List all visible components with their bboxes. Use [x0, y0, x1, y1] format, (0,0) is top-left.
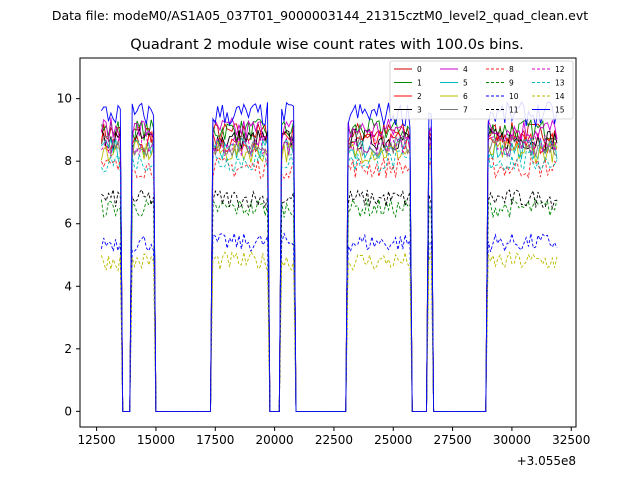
legend-box — [389, 60, 574, 120]
x-tick-label: 25000 — [374, 433, 412, 447]
axes: 12500 15000 17500 20000 22500 25000 27500 30000… — [57, 57, 590, 468]
legend-label-10: 10 — [509, 92, 519, 101]
x-tick-label: 22500 — [315, 433, 353, 447]
x-tick-label: 32500 — [552, 433, 590, 447]
legend-label-0: 0 — [417, 65, 422, 74]
legend-label-2: 2 — [417, 92, 422, 101]
legend-label-13: 13 — [555, 78, 565, 87]
legend-label-1: 1 — [417, 78, 422, 87]
legend-label-11: 11 — [509, 105, 519, 114]
x-tick-label: 17500 — [196, 433, 234, 447]
legend-label-15: 15 — [555, 105, 565, 114]
x-tick-label: 20000 — [256, 433, 294, 447]
y-tick-label: 4 — [64, 279, 72, 293]
legend-label-14: 14 — [555, 92, 565, 101]
x-tick-label: 27500 — [433, 433, 471, 447]
chart-title: Quadrant 2 module wise count rates with … — [130, 37, 524, 53]
y-tick-label: 6 — [64, 217, 72, 231]
legend-label-5: 5 — [463, 78, 468, 87]
x-tick-label: 12500 — [78, 433, 116, 447]
legend-label-6: 6 — [463, 92, 468, 101]
legend-label-12: 12 — [555, 65, 565, 74]
x-offset-label: +3.055e8 — [517, 454, 576, 468]
y-tick-label: 2 — [64, 342, 72, 356]
chart-suptitle: Data file: modeM0/AS1A05_037T01_90000031… — [52, 8, 588, 23]
legend-label-9: 9 — [509, 78, 514, 87]
legend-label-3: 3 — [417, 105, 422, 114]
y-tick-label: 10 — [57, 92, 72, 106]
plot-area — [100, 101, 558, 412]
legend-label-8: 8 — [509, 65, 514, 74]
series-line-15 — [101, 101, 558, 412]
axes-frame — [79, 57, 577, 428]
legend-label-7: 7 — [463, 105, 468, 114]
y-tick-label: 0 — [64, 404, 72, 418]
x-tick-label: 15000 — [137, 433, 175, 447]
y-tick-label: 8 — [64, 154, 72, 168]
x-tick-label: 30000 — [493, 433, 531, 447]
legend-label-4: 4 — [463, 65, 468, 74]
